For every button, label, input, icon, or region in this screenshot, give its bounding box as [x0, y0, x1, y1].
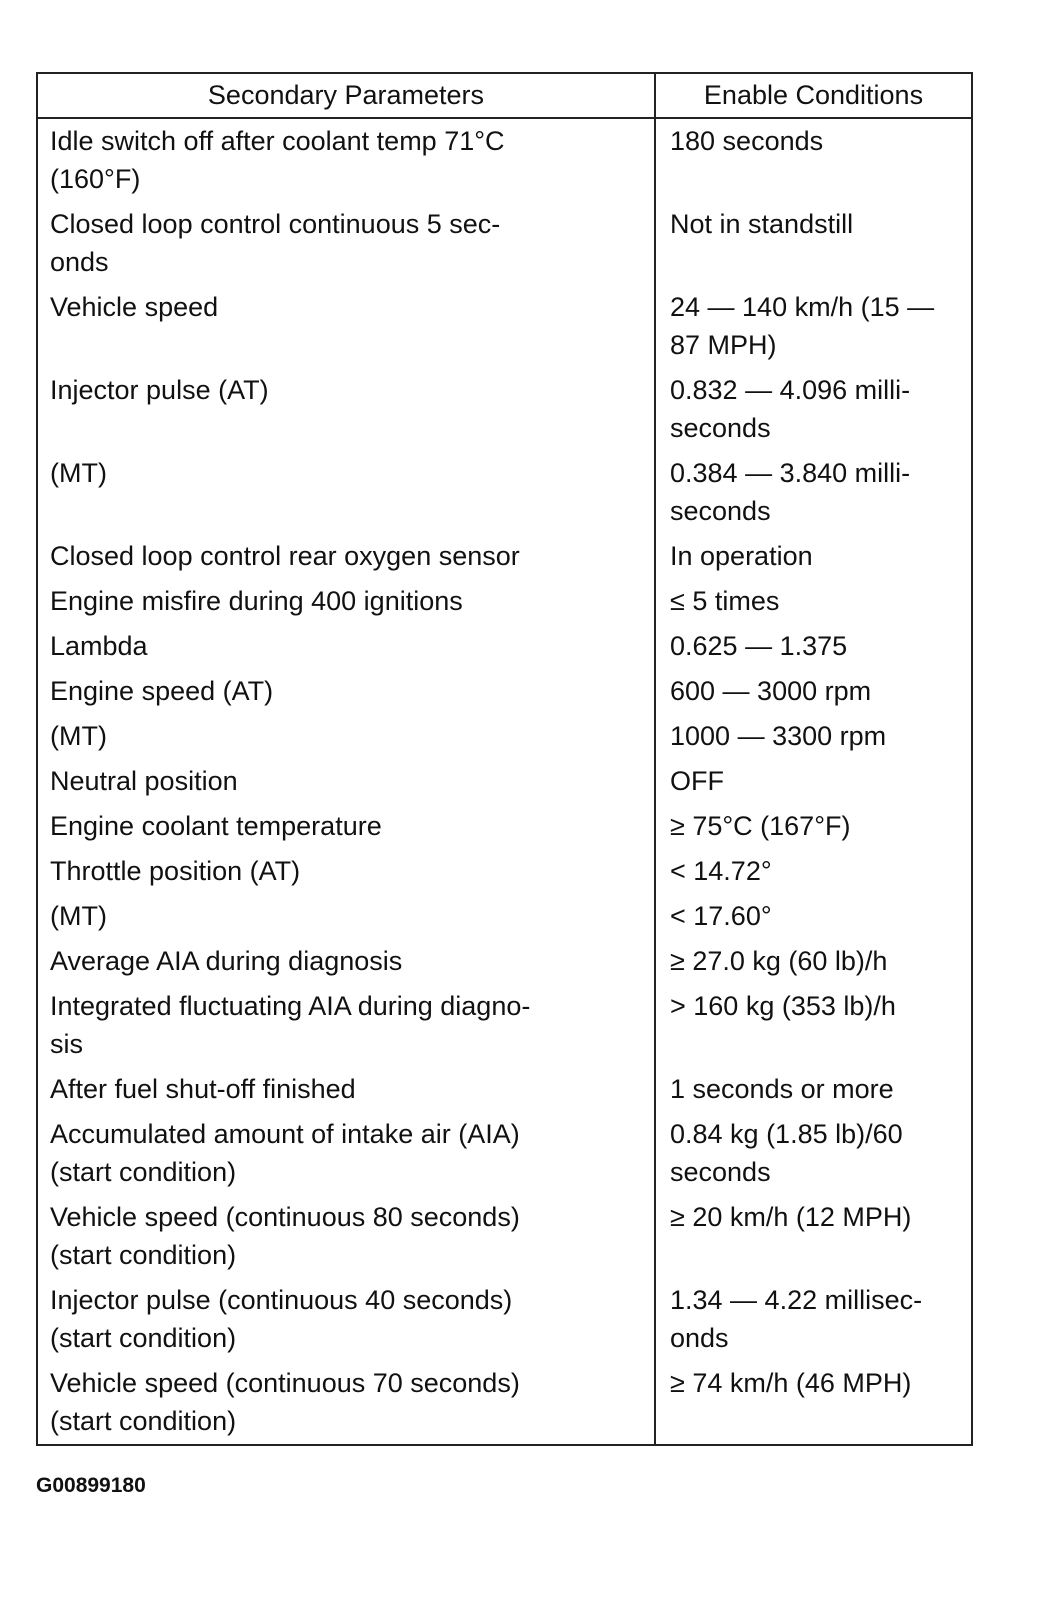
parameter-cell: Throttle position (AT) — [37, 849, 656, 894]
table-row: Idle switch off after coolant temp 71°C … — [37, 118, 972, 202]
parameter-cell: (MT) — [37, 894, 656, 939]
table-row: Closed loop control continuous 5 sec- on… — [37, 202, 972, 285]
table-row: After fuel shut-off finished 1 seconds or… — [37, 1067, 972, 1112]
condition-cell: 0.384 — 3.840 milli- seconds — [670, 458, 911, 526]
condition-cell: > 160 kg (353 lb)/h — [670, 991, 896, 1021]
parameter-cell: Accumulated amount of intake air (AIA) (… — [37, 1112, 656, 1195]
table-row: Closed loop control rear oxygen sensor In… — [37, 534, 972, 579]
header-secondary-parameters: Secondary Parameters — [37, 73, 656, 119]
table-row: Injector pulse (AT) 0.832 — 4.096 milli- … — [37, 368, 972, 451]
parameter-cell: Engine speed (AT) — [37, 669, 656, 714]
condition-cell: 0.625 — 1.375 — [670, 631, 848, 661]
header-row: Secondary Parameters Enable Conditions — [37, 73, 972, 119]
parameter-cell: Injector pulse (AT) — [37, 368, 656, 451]
parameter-cell: Engine misfire during 400 ignitions — [37, 579, 656, 624]
parameter-cell: Lambda — [37, 624, 656, 669]
condition-cell: 1000 — 3300 rpm — [670, 721, 887, 751]
table-row: Lambda 0.625 — 1.375 — [37, 624, 972, 669]
table-row: Engine misfire during 400 ignitions ≤ 5 t… — [37, 579, 972, 624]
table-row: Average AIA during diagnosis ≥ 27.0 kg (6… — [37, 939, 972, 984]
condition-cell: 24 — 140 km/h (15 — 87 MPH) — [670, 292, 935, 360]
table-row: Injector pulse (continuous 40 seconds) (… — [37, 1278, 972, 1361]
table-row: Neutral position OFF — [37, 759, 972, 804]
table-row: Accumulated amount of intake air (AIA) (… — [37, 1112, 972, 1195]
condition-cell: Not in standstill — [670, 209, 854, 239]
condition-cell: In operation — [670, 541, 813, 571]
condition-cell: 0.832 — 4.096 milli- seconds — [670, 375, 911, 443]
table-row: Vehicle speed 24 — 140 km/h (15 — 87 MPH) — [37, 285, 972, 368]
parameter-cell: Vehicle speed — [37, 285, 656, 368]
condition-cell: 1.34 — 4.22 millisec- onds — [670, 1285, 923, 1353]
condition-cell: ≥ 20 km/h (12 MPH) — [670, 1202, 912, 1232]
header-enable-conditions: Enable Conditions — [655, 73, 972, 119]
parameter-cell: Idle switch off after coolant temp 71°C … — [37, 118, 656, 202]
condition-cell: ≥ 74 km/h (46 MPH) — [670, 1368, 912, 1398]
condition-cell: 0.84 kg (1.85 lb)/60 seconds — [670, 1119, 903, 1187]
figure-code: G00899180 — [36, 1474, 146, 1497]
table-row: Engine speed (AT) 600 — 3000 rpm — [37, 669, 972, 714]
parameter-cell: Engine coolant temperature — [37, 804, 656, 849]
table-row: (MT) < 17.60° — [37, 894, 972, 939]
table-row: Engine coolant temperature ≥ 75°C (167°F) — [37, 804, 972, 849]
table-row: Integrated fluctuating AIA during diagno… — [37, 984, 972, 1067]
parameter-cell: Vehicle speed (continuous 70 seconds) (s… — [37, 1361, 656, 1445]
parameter-cell: Vehicle speed (continuous 80 seconds) (s… — [37, 1195, 656, 1278]
parameter-cell: Average AIA during diagnosis — [37, 939, 656, 984]
parameter-cell: After fuel shut-off finished — [37, 1067, 656, 1112]
condition-cell: ≥ 75°C (167°F) — [670, 811, 851, 841]
table-row: (MT) 1000 — 3300 rpm — [37, 714, 972, 759]
parameter-cell: Neutral position — [37, 759, 656, 804]
condition-cell: 180 seconds — [670, 126, 824, 156]
parameter-cell: (MT) — [37, 714, 656, 759]
condition-cell: < 14.72° — [670, 856, 772, 886]
condition-cell: ≤ 5 times — [670, 586, 780, 616]
condition-cell: 600 — 3000 rpm — [670, 676, 872, 706]
condition-cell: ≥ 27.0 kg (60 lb)/h — [670, 946, 888, 976]
table-row: (MT) 0.384 — 3.840 milli- seconds — [37, 451, 972, 534]
parameter-cell: (MT) — [37, 451, 656, 534]
parameter-cell: Closed loop control rear oxygen sensor — [37, 534, 656, 579]
parameter-cell: Integrated fluctuating AIA during diagno… — [37, 984, 656, 1067]
condition-cell: < 17.60° — [670, 901, 772, 931]
condition-cell: 1 seconds or more — [670, 1074, 894, 1104]
table-row: Vehicle speed (continuous 70 seconds) (s… — [37, 1361, 972, 1445]
condition-cell: OFF — [670, 766, 724, 796]
table-row: Throttle position (AT) < 14.72° — [37, 849, 972, 894]
parameter-cell: Closed loop control continuous 5 sec- on… — [37, 202, 656, 285]
table-row: Vehicle speed (continuous 80 seconds) (s… — [37, 1195, 972, 1278]
parameters-table: Secondary Parameters Enable Conditions I… — [36, 72, 973, 1446]
parameter-cell: Injector pulse (continuous 40 seconds) (… — [37, 1278, 656, 1361]
